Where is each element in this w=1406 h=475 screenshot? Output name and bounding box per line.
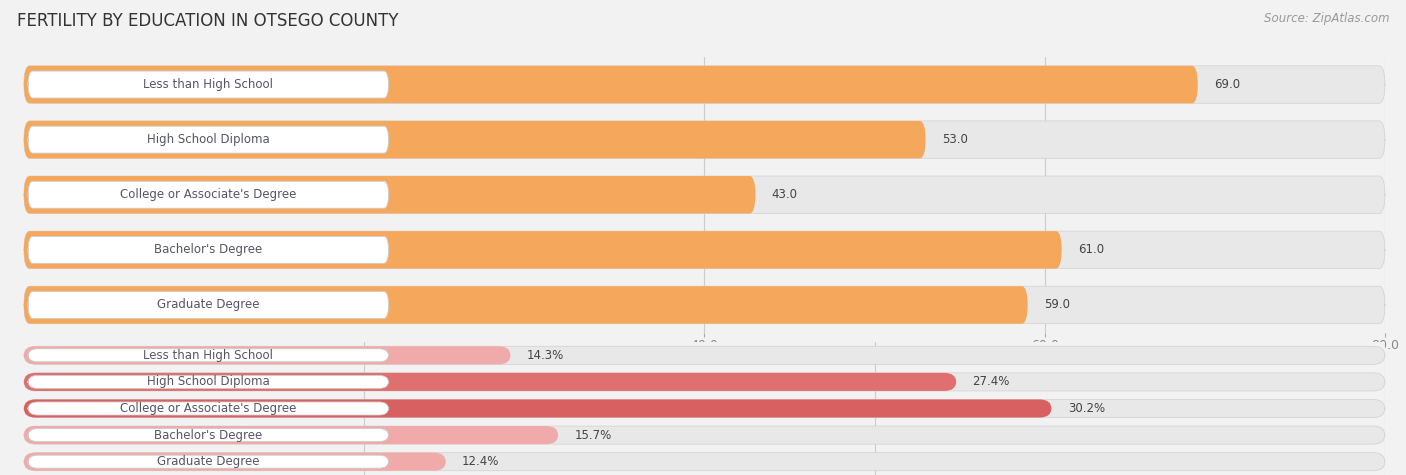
Text: 15.7%: 15.7%	[575, 428, 612, 442]
FancyBboxPatch shape	[28, 455, 388, 468]
FancyBboxPatch shape	[24, 426, 558, 444]
FancyBboxPatch shape	[28, 375, 388, 389]
FancyBboxPatch shape	[28, 402, 388, 415]
FancyBboxPatch shape	[24, 286, 1385, 323]
FancyBboxPatch shape	[28, 71, 388, 98]
FancyBboxPatch shape	[28, 181, 388, 208]
Text: Source: ZipAtlas.com: Source: ZipAtlas.com	[1264, 12, 1389, 25]
Text: College or Associate's Degree: College or Associate's Degree	[120, 188, 297, 201]
Text: High School Diploma: High School Diploma	[148, 375, 270, 389]
Text: Bachelor's Degree: Bachelor's Degree	[155, 428, 263, 442]
Text: Bachelor's Degree: Bachelor's Degree	[155, 243, 263, 256]
Text: 27.4%: 27.4%	[973, 375, 1010, 389]
Text: Less than High School: Less than High School	[143, 78, 273, 91]
FancyBboxPatch shape	[24, 286, 1028, 323]
Text: 14.3%: 14.3%	[527, 349, 564, 362]
Text: 12.4%: 12.4%	[463, 455, 499, 468]
FancyBboxPatch shape	[28, 428, 388, 442]
FancyBboxPatch shape	[24, 399, 1052, 418]
Text: High School Diploma: High School Diploma	[148, 133, 270, 146]
FancyBboxPatch shape	[24, 453, 1385, 471]
FancyBboxPatch shape	[24, 176, 1385, 213]
FancyBboxPatch shape	[24, 121, 1385, 158]
FancyBboxPatch shape	[24, 373, 956, 391]
FancyBboxPatch shape	[28, 126, 388, 153]
FancyBboxPatch shape	[28, 292, 388, 318]
FancyBboxPatch shape	[28, 349, 388, 362]
FancyBboxPatch shape	[24, 426, 1385, 444]
FancyBboxPatch shape	[24, 346, 510, 364]
Text: Less than High School: Less than High School	[143, 349, 273, 362]
FancyBboxPatch shape	[24, 399, 1385, 418]
FancyBboxPatch shape	[24, 453, 446, 471]
FancyBboxPatch shape	[24, 346, 1385, 364]
FancyBboxPatch shape	[24, 373, 1385, 391]
FancyBboxPatch shape	[24, 66, 1198, 103]
Text: FERTILITY BY EDUCATION IN OTSEGO COUNTY: FERTILITY BY EDUCATION IN OTSEGO COUNTY	[17, 12, 398, 30]
FancyBboxPatch shape	[24, 121, 925, 158]
Text: Graduate Degree: Graduate Degree	[157, 298, 260, 312]
Text: College or Associate's Degree: College or Associate's Degree	[120, 402, 297, 415]
Text: 61.0: 61.0	[1078, 243, 1104, 256]
Text: 43.0: 43.0	[772, 188, 797, 201]
FancyBboxPatch shape	[24, 176, 755, 213]
FancyBboxPatch shape	[24, 66, 1385, 103]
Text: 59.0: 59.0	[1045, 298, 1070, 312]
Text: Graduate Degree: Graduate Degree	[157, 455, 260, 468]
FancyBboxPatch shape	[24, 231, 1062, 268]
FancyBboxPatch shape	[28, 237, 388, 263]
Text: 69.0: 69.0	[1215, 78, 1240, 91]
Text: 53.0: 53.0	[942, 133, 967, 146]
Text: 30.2%: 30.2%	[1067, 402, 1105, 415]
FancyBboxPatch shape	[24, 231, 1385, 268]
